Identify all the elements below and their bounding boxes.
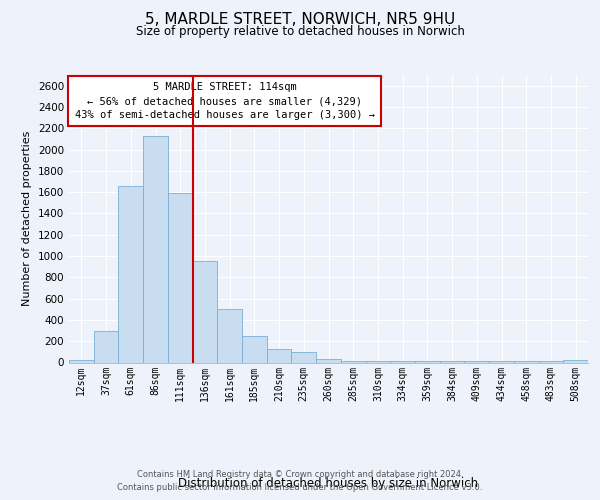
Bar <box>217 308 242 362</box>
Y-axis label: Number of detached properties: Number of detached properties <box>22 131 32 306</box>
Bar <box>292 352 316 362</box>
Text: Contains HM Land Registry data © Crown copyright and database right 2024.
Contai: Contains HM Land Registry data © Crown c… <box>118 470 482 492</box>
Bar <box>143 136 168 362</box>
Text: 5, MARDLE STREET, NORWICH, NR5 9HU: 5, MARDLE STREET, NORWICH, NR5 9HU <box>145 12 455 28</box>
Bar <box>193 261 217 362</box>
Bar <box>118 186 143 362</box>
Bar <box>563 360 588 362</box>
Bar <box>341 360 365 362</box>
Bar <box>168 193 193 362</box>
Bar <box>365 360 390 362</box>
X-axis label: Distribution of detached houses by size in Norwich: Distribution of detached houses by size … <box>178 477 479 490</box>
Text: 5 MARDLE STREET: 114sqm
← 56% of detached houses are smaller (4,329)
43% of semi: 5 MARDLE STREET: 114sqm ← 56% of detache… <box>74 82 374 120</box>
Bar <box>390 360 415 362</box>
Bar <box>69 360 94 362</box>
Text: Size of property relative to detached houses in Norwich: Size of property relative to detached ho… <box>136 25 464 38</box>
Bar <box>94 331 118 362</box>
Bar <box>242 336 267 362</box>
Bar <box>415 360 440 362</box>
Bar <box>316 360 341 362</box>
Bar <box>267 349 292 362</box>
